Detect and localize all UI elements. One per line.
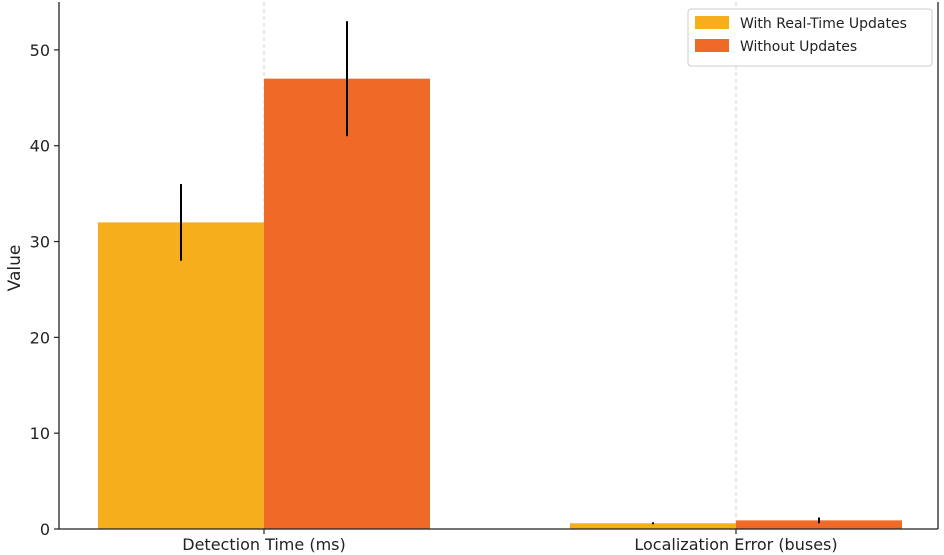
y-axis-label: Value xyxy=(5,245,25,292)
bar xyxy=(98,222,264,529)
y-ticks: 0 10 20 30 40 50 xyxy=(30,41,59,539)
bar xyxy=(264,78,430,530)
bar xyxy=(736,520,902,529)
legend-box xyxy=(687,8,933,67)
legend-label-with-updates: With Real-Time Updates xyxy=(740,16,907,32)
error-bars xyxy=(180,21,820,525)
y-tick-label: 0 xyxy=(40,520,50,539)
y-tick-label: 40 xyxy=(30,137,50,156)
bars xyxy=(98,78,902,530)
legend-label-without-updates: Without Updates xyxy=(740,39,857,55)
x-tick-label: Localization Error (buses) xyxy=(634,535,837,554)
bar xyxy=(570,523,736,529)
y-tick-label: 30 xyxy=(30,233,50,252)
x-tick-label: Detection Time (ms) xyxy=(182,535,345,554)
y-tick-label: 20 xyxy=(30,328,50,347)
y-tick-label: 10 xyxy=(30,424,50,443)
legend: With Real-Time Updates Without Updates xyxy=(687,8,933,67)
legend-swatch-with-updates xyxy=(695,16,729,29)
x-ticks: Detection Time (ms) Localization Error (b… xyxy=(182,529,838,554)
y-tick-label: 50 xyxy=(30,41,50,60)
legend-swatch-without-updates xyxy=(695,39,729,52)
